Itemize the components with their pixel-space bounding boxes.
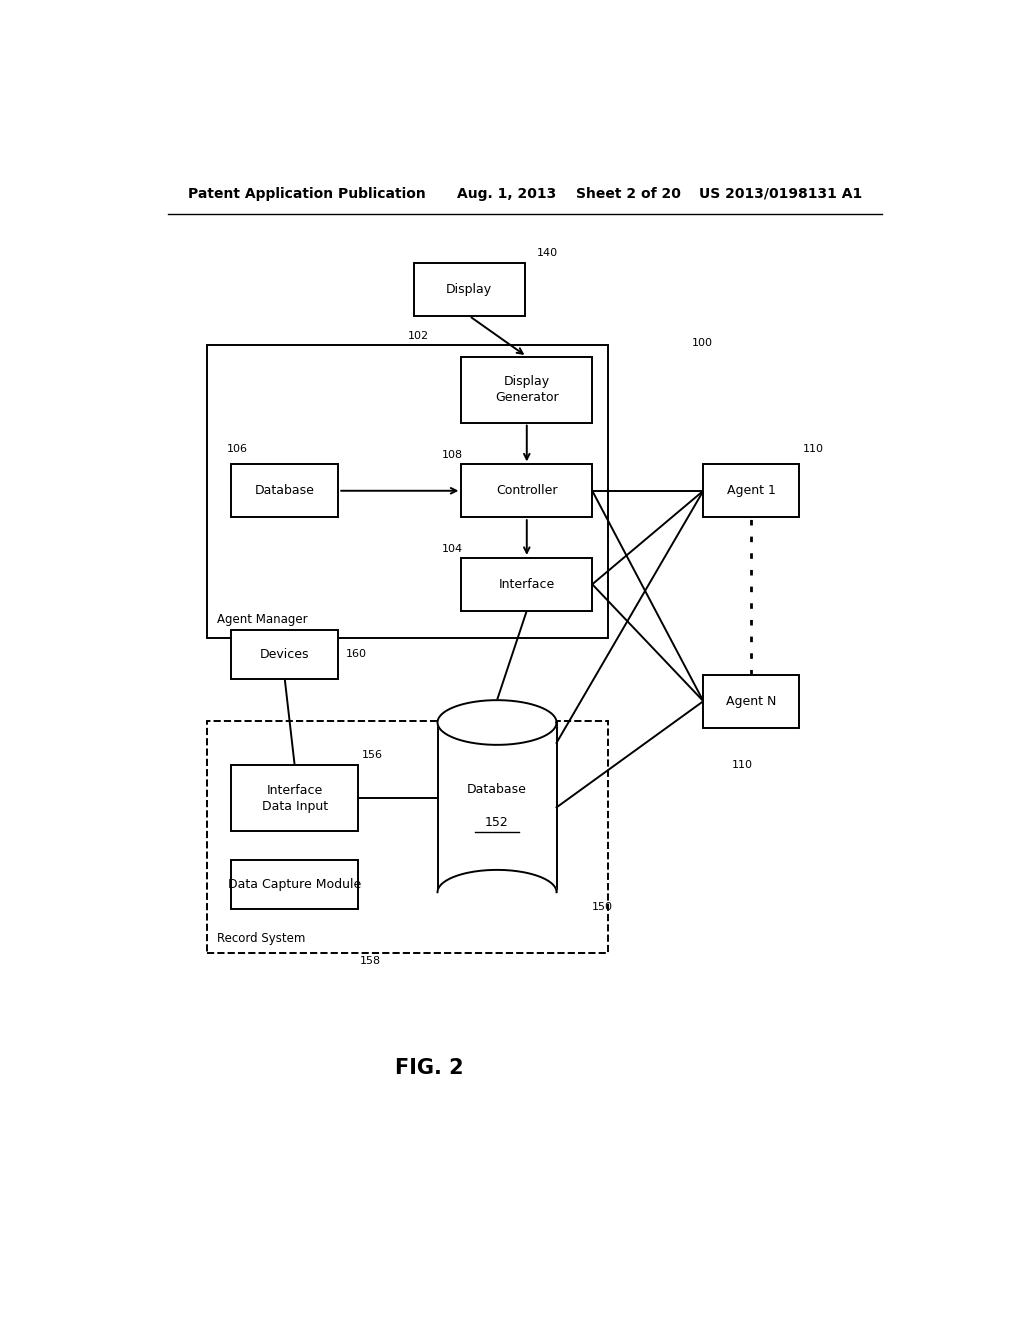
- FancyBboxPatch shape: [703, 675, 799, 727]
- Text: 158: 158: [359, 956, 381, 966]
- Polygon shape: [437, 700, 557, 744]
- FancyBboxPatch shape: [231, 766, 358, 832]
- Text: 152: 152: [485, 816, 509, 829]
- Text: 104: 104: [441, 544, 463, 554]
- Text: Data Capture Module: Data Capture Module: [228, 878, 361, 891]
- Text: Database: Database: [255, 484, 314, 498]
- FancyBboxPatch shape: [207, 722, 608, 953]
- Text: FIG. 2: FIG. 2: [395, 1059, 464, 1078]
- FancyBboxPatch shape: [207, 346, 608, 638]
- Text: Database: Database: [467, 783, 527, 796]
- Text: 102: 102: [408, 331, 429, 342]
- FancyBboxPatch shape: [414, 263, 524, 315]
- Text: Controller: Controller: [496, 484, 557, 498]
- Text: 110: 110: [803, 444, 823, 454]
- Text: 106: 106: [227, 444, 248, 454]
- Text: Interface: Interface: [499, 578, 555, 591]
- Text: Agent N: Agent N: [726, 694, 776, 708]
- Text: 108: 108: [441, 450, 463, 461]
- FancyBboxPatch shape: [461, 356, 592, 422]
- Text: 156: 156: [362, 750, 383, 760]
- Text: Sheet 2 of 20: Sheet 2 of 20: [577, 187, 681, 201]
- Text: Devices: Devices: [260, 648, 309, 661]
- Text: 150: 150: [592, 903, 613, 912]
- Text: 140: 140: [537, 248, 558, 257]
- Text: Agent 1: Agent 1: [727, 484, 775, 498]
- Text: US 2013/0198131 A1: US 2013/0198131 A1: [699, 187, 862, 201]
- Text: Aug. 1, 2013: Aug. 1, 2013: [458, 187, 557, 201]
- FancyBboxPatch shape: [703, 465, 799, 517]
- Text: Agent Manager: Agent Manager: [217, 612, 307, 626]
- FancyBboxPatch shape: [231, 630, 338, 678]
- Text: 160: 160: [346, 649, 368, 660]
- Text: Record System: Record System: [217, 932, 305, 945]
- FancyBboxPatch shape: [231, 465, 338, 517]
- Text: Display: Display: [446, 282, 493, 296]
- Text: Display
Generator: Display Generator: [495, 375, 559, 404]
- Text: Patent Application Publication: Patent Application Publication: [187, 187, 425, 201]
- Bar: [437, 722, 557, 892]
- FancyBboxPatch shape: [461, 465, 592, 517]
- FancyBboxPatch shape: [231, 859, 358, 908]
- Text: Interface
Data Input: Interface Data Input: [261, 784, 328, 813]
- Text: 100: 100: [691, 338, 713, 348]
- Text: 110: 110: [732, 760, 753, 770]
- FancyBboxPatch shape: [461, 558, 592, 611]
